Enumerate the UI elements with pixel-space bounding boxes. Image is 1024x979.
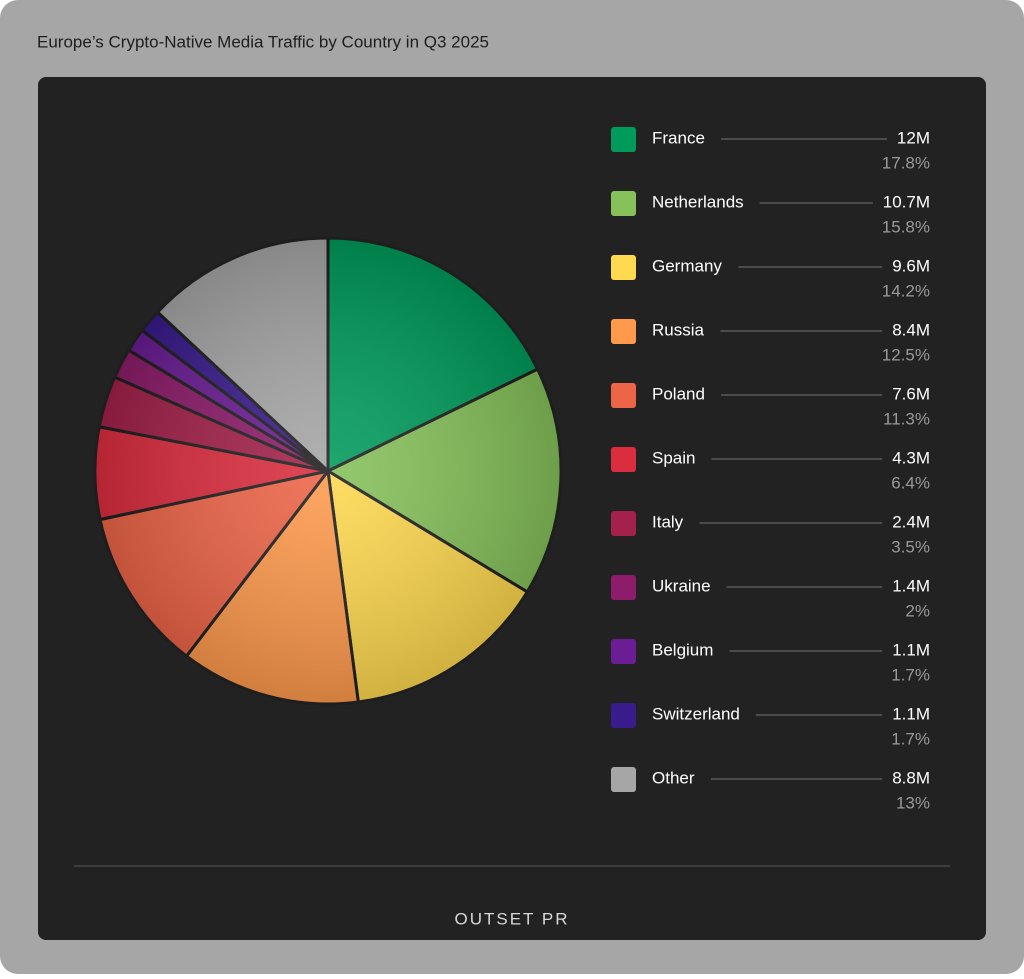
legend-label: Switzerland [652, 704, 740, 723]
value-label: 4.3M [892, 448, 930, 467]
share-label: 1.7% [891, 665, 930, 684]
share-label: 3.5% [891, 537, 930, 556]
legend: France 12M 17.8% Netherlands 10.7M 15.8% Germa… [611, 127, 930, 812]
legend-label: Other [652, 768, 695, 787]
footer-logo: OUTSET PR [455, 909, 570, 928]
legend-swatch [611, 447, 636, 472]
share-label: 6.4% [891, 473, 930, 492]
value-label: 8.4M [892, 320, 930, 339]
legend-label: Russia [652, 320, 705, 339]
legend-swatch [611, 191, 636, 216]
value-label: 10.7M [883, 192, 930, 211]
value-label: 7.6M [892, 384, 930, 403]
share-label: 13% [896, 793, 930, 812]
value-label: 8.8M [892, 768, 930, 787]
share-label: 17.8% [882, 153, 930, 172]
value-label: 1.1M [892, 704, 930, 723]
legend-swatch [611, 511, 636, 536]
legend-label: Netherlands [652, 192, 744, 211]
share-label: 1.7% [891, 729, 930, 748]
legend-swatch [611, 767, 636, 792]
pie [93, 236, 563, 706]
legend-swatch [611, 127, 636, 152]
legend-label: Belgium [652, 640, 713, 659]
share-label: 15.8% [882, 217, 930, 236]
legend-label: Spain [652, 448, 695, 467]
legend-swatch [611, 319, 636, 344]
legend-label: Italy [652, 512, 684, 531]
share-label: 2% [905, 601, 930, 620]
legend-swatch [611, 255, 636, 280]
share-label: 14.2% [882, 281, 930, 300]
legend-swatch [611, 575, 636, 600]
value-label: 1.1M [892, 640, 930, 659]
legend-label: Germany [652, 256, 722, 275]
legend-swatch [611, 703, 636, 728]
share-label: 12.5% [882, 345, 930, 364]
share-label: 11.3% [883, 409, 930, 428]
legend-swatch [611, 639, 636, 664]
value-label: 9.6M [892, 256, 930, 275]
value-label: 1.4M [892, 576, 930, 595]
legend-label: Ukraine [652, 576, 711, 595]
value-label: 2.4M [892, 512, 930, 531]
legend-swatch [611, 383, 636, 408]
legend-label: France [652, 128, 705, 147]
chart-title: Europe’s Crypto-Native Media Traffic by … [37, 32, 489, 51]
legend-label: Poland [652, 384, 705, 403]
value-label: 12M [897, 128, 930, 147]
